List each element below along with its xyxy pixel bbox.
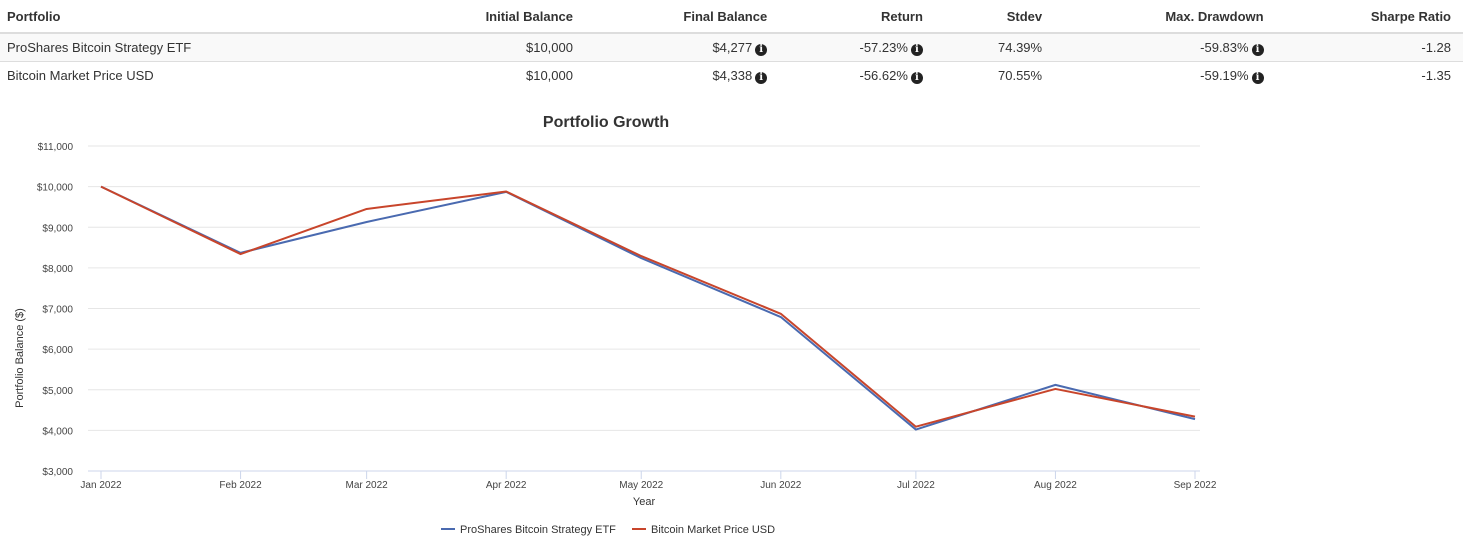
portfolio-name: ProShares Bitcoin Strategy ETF — [0, 33, 384, 62]
y-tick-label: $7,000 — [42, 305, 73, 316]
col-portfolio[interactable]: Portfolio — [0, 0, 384, 34]
return-value: -57.23% — [859, 39, 908, 55]
drawdown-value: -59.83% — [1200, 39, 1249, 55]
y-axis-ticks: $3,000 $4,000 $5,000 $6,000 $7,000 $8,000 $9,0… — [37, 142, 74, 478]
initial-balance: $10,000 — [383, 33, 585, 62]
x-tick-label: May 2022 — [619, 480, 663, 491]
y-tick-label: $11,000 — [38, 142, 74, 153]
y-tick-label: $9,000 — [42, 223, 73, 234]
x-tick-label: Sep 2022 — [1174, 480, 1217, 491]
final-balance: $4,338 — [712, 67, 753, 83]
y-tick-label: $10,000 — [37, 183, 74, 194]
x-axis-label: Year — [633, 496, 656, 508]
x-tick-label: Jan 2022 — [80, 480, 122, 491]
info-icon[interactable]: i — [1251, 43, 1264, 56]
initial-balance: $10,000 — [525, 68, 573, 83]
stdev: 74.39% — [934, 33, 1055, 62]
gridlines — [88, 145, 1200, 472]
col-initial-balance[interactable]: Initial Balance — [383, 0, 585, 34]
info-icon[interactable]: i — [1251, 71, 1264, 84]
table-row: Bitcoin Market Price USD $10,000 $4,338 i… — [0, 62, 1463, 90]
x-tick-label: Mar 2022 — [345, 480, 388, 491]
legend-item[interactable]: ProShares Bitcoin Strategy ETF — [441, 524, 616, 536]
portfolio-name: Bitcoin Market Price USD — [7, 68, 154, 83]
drawdown-cell: -59.19% i — [1054, 62, 1275, 90]
legend: ProShares Bitcoin Strategy ETF Bitcoin Ma… — [441, 524, 775, 536]
y-tick-label: $5,000 — [42, 386, 73, 397]
y-tick-label: $3,000 — [42, 467, 73, 478]
series-line-0 — [100, 185, 1196, 431]
info-icon[interactable]: i — [755, 71, 768, 84]
series-lines — [100, 185, 1196, 431]
y-tick-label: $6,000 — [42, 345, 73, 356]
table-header-row: Portfolio Initial Balance Final Balance … — [0, 0, 1463, 34]
series-line-1 — [100, 185, 1196, 428]
return-cell: -56.62% i — [779, 62, 935, 90]
col-return[interactable]: Return — [779, 0, 935, 34]
x-tick-label: Jul 2022 — [897, 480, 935, 491]
sharpe-ratio: -1.35 — [1421, 68, 1451, 83]
col-final-balance[interactable]: Final Balance — [584, 0, 780, 34]
x-tick-label: Apr 2022 — [486, 480, 527, 491]
info-icon[interactable]: i — [755, 43, 768, 56]
table-row: ProShares Bitcoin Strategy ETF $10,000 $… — [0, 33, 1463, 62]
col-sharpe-ratio[interactable]: Sharpe Ratio — [1275, 0, 1463, 34]
portfolio-growth-chart: Portfolio Growth $3,000 $4,000 $5,000 $6,00… — [14, 114, 1217, 536]
info-icon[interactable]: i — [910, 71, 923, 84]
return-cell: -57.23% i — [779, 33, 935, 62]
y-tick-label: $8,000 — [42, 264, 73, 275]
sharpe-ratio: -1.28 — [1275, 33, 1463, 62]
x-tick-label: Aug 2022 — [1034, 480, 1077, 491]
final-balance-cell: $4,277 i — [584, 33, 780, 62]
y-tick-label: $4,000 — [42, 426, 73, 437]
col-stdev[interactable]: Stdev — [934, 0, 1055, 34]
x-tick-label: Jun 2022 — [760, 480, 802, 491]
legend-item[interactable]: Bitcoin Market Price USD — [632, 524, 775, 536]
final-balance: $4,277 — [712, 39, 753, 55]
legend-label: Bitcoin Market Price USD — [651, 524, 775, 536]
final-balance-cell: $4,338 i — [585, 62, 779, 90]
drawdown-value: -59.19% — [1200, 67, 1249, 83]
x-axis: Jan 2022 Feb 2022 Mar 2022 Apr 2022 May 2022… — [80, 471, 1217, 491]
legend-label: ProShares Bitcoin Strategy ETF — [460, 524, 616, 536]
x-tick-label: Feb 2022 — [219, 480, 262, 491]
chart-title: Portfolio Growth — [543, 114, 669, 131]
stdev: 70.55% — [998, 68, 1043, 83]
info-icon[interactable]: i — [910, 43, 923, 56]
return-value: -56.62% — [859, 67, 908, 83]
performance-table: Portfolio Initial Balance Final Balance … — [0, 0, 1463, 89]
y-axis-label: Portfolio Balance ($) — [14, 308, 26, 408]
col-max-drawdown[interactable]: Max. Drawdown — [1054, 0, 1276, 34]
drawdown-cell: -59.83% i — [1054, 33, 1276, 62]
